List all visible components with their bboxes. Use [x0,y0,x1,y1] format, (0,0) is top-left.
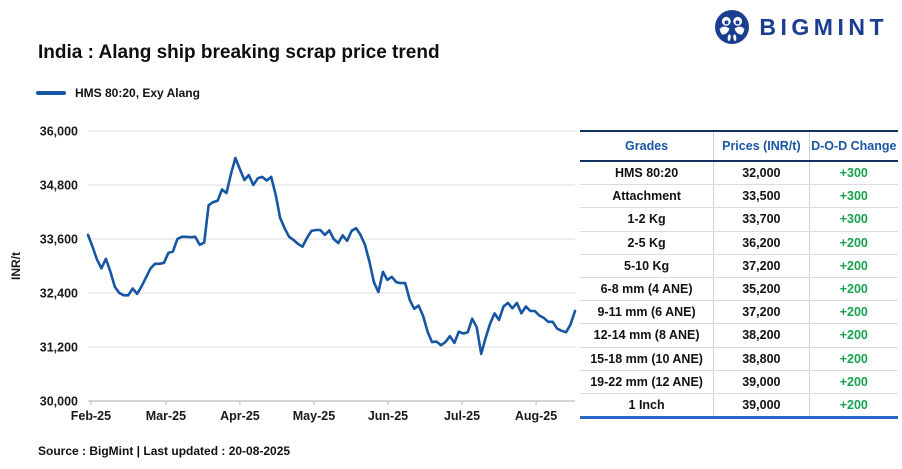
change-cell: +200 [808,254,898,277]
change-cell: +200 [808,393,898,417]
change-cell: +200 [808,324,898,347]
change-cell: +200 [808,347,898,370]
trend-chart-svg: 30,000 31,200 32,400 33,600 34,800 36,000 Feb-… [9,125,577,423]
table-row: 19-22 mm (12 ANE) 39,000 +200 [580,369,898,393]
grade-cell: 19-22 mm (12 ANE) [590,374,703,389]
change-cell: +200 [808,301,898,324]
x-tick-label: Mar-25 [146,409,186,423]
grade-cell: 5-10 Kg [624,258,670,273]
price-cell: 38,200 [713,324,808,347]
price-cell: 37,200 [713,254,808,277]
table-row: 6-8 mm (4 ANE) 35,200 +200 [580,276,898,301]
change-cell: +200 [808,231,898,254]
table-header-row: Grades Prices (INR/t) D-O-D Change [580,132,898,162]
x-tick-label: Jul-25 [444,409,480,423]
y-axis-title: INR/t [9,252,23,280]
table-row: 1-2 Kg 33,700 +300 [580,207,898,231]
bigmint-logo-text: BIGMINT [759,13,888,40]
table-row: 2-5 Kg 36,200 +200 [580,230,898,254]
table-row: HMS 80:20 32,000 +300 [580,162,898,185]
grade-cell: 6-8 mm (4 ANE) [600,282,693,297]
header-dod-change: D-O-D Change [808,132,898,160]
price-cell: 39,000 [713,370,808,393]
grade-price-table: Grades Prices (INR/t) D-O-D Change HMS 8… [580,130,898,420]
price-cell: 36,200 [713,231,808,254]
price-trend-line [86,156,577,356]
table-row: 1 Inch 39,000 +200 [580,392,898,417]
price-cell: 33,700 [713,208,808,231]
source-note: Source : BigMint | Last updated : 20-08-… [38,444,291,458]
change-cell: +200 [808,277,898,301]
price-cell: 38,800 [713,347,808,370]
table-row: 12-14 mm (8 ANE) 38,200 +200 [580,323,898,347]
x-tick-label: Apr-25 [220,409,260,423]
grade-cell: 12-14 mm (8 ANE) [593,328,700,343]
y-tick-label: 36,000 [40,125,78,139]
price-cell: 37,200 [713,301,808,324]
grade-cell: 1 Inch [628,397,665,412]
price-trend-chart: 30,000 31,200 32,400 33,600 34,800 36,000 Feb-… [0,100,600,435]
price-cell: 39,000 [713,393,808,417]
price-cell: 35,200 [713,277,808,301]
table-row: 15-18 mm (10 ANE) 38,800 +200 [580,346,898,370]
grade-cell: 9-11 mm (6 ANE) [597,305,696,320]
grade-cell: 1-2 Kg [627,212,666,227]
grade-cell: 15-18 mm (10 ANE) [590,351,703,366]
y-tick-label: 34,800 [40,179,78,193]
y-tick-label: 31,200 [40,341,78,355]
table-row: Attachment 33,500 +300 [580,184,898,208]
x-tick-label: Aug-25 [515,409,557,423]
change-cell: +300 [808,185,898,208]
x-tick-label: May-25 [293,409,335,423]
bigmint-logo: BIGMINT [714,9,888,45]
price-cell: 32,000 [713,162,808,185]
chart-legend: HMS 80:20, Exy Alang [36,86,200,100]
grade-cell: Attachment [612,189,681,204]
table-row: 5-10 Kg 37,200 +200 [580,253,898,277]
x-tick-label: Feb-25 [71,409,111,423]
table-body: HMS 80:20 32,000 +300 Attachment 33,500 +300 1… [580,162,898,417]
bigmint-logo-icon [715,10,750,44]
price-cell: 33,500 [713,185,808,208]
y-tick-label: 30,000 [40,395,78,409]
grade-cell: 2-5 Kg [627,235,666,250]
page-title: India : Alang ship breaking scrap price … [38,42,440,63]
header-prices: Prices (INR/t) [713,132,808,160]
table-row: 9-11 mm (6 ANE) 37,200 +200 [580,300,898,324]
header-grades: Grades [625,139,669,153]
y-tick-label: 32,400 [40,287,78,301]
y-tick-label: 33,600 [40,233,78,247]
change-cell: +300 [808,208,898,231]
grade-cell: HMS 80:20 [614,166,679,181]
legend-label: HMS 80:20, Exy Alang [75,86,200,100]
change-cell: +200 [808,370,898,393]
legend-line-swatch [36,91,66,95]
x-tick-label: Jun-25 [368,409,408,423]
change-cell: +300 [808,162,898,185]
